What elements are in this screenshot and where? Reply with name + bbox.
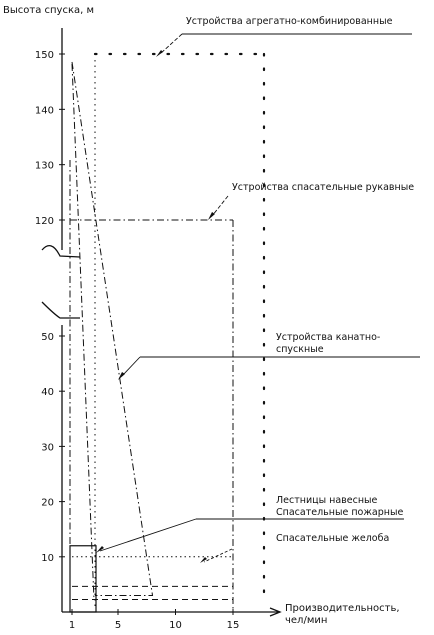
label-hose: Устройства спасательные рукавные xyxy=(232,182,414,193)
label-ladders: Лестницы навесные xyxy=(276,495,378,506)
x-tick-label: 10 xyxy=(169,620,182,631)
axes xyxy=(41,28,282,617)
annotations: Устройства агрегатно-комбинированные Уст… xyxy=(96,16,420,563)
y-tick-label: 40 xyxy=(41,387,54,398)
y-tick-label: 130 xyxy=(35,161,54,172)
leader-chutes-pointer xyxy=(203,548,233,563)
y-tick-label: 20 xyxy=(41,498,54,509)
axis-break-upper xyxy=(41,245,81,258)
x-tick-label: 1 xyxy=(69,620,75,631)
y-tick-label: 140 xyxy=(35,105,54,116)
x-axis-label-line1: Производительность, xyxy=(285,603,400,614)
y-tick-label: 30 xyxy=(41,442,54,453)
y-tick-label: 120 xyxy=(35,216,54,227)
label-fire: Спасательные пожарные xyxy=(276,507,403,518)
y-tick-label: 150 xyxy=(35,50,54,61)
x-axis-label-line2: чел/мин xyxy=(285,615,327,626)
label-rope-line2: спускные xyxy=(276,344,324,355)
label-rope-line1: Устройства канатно- xyxy=(276,332,380,343)
label-chutes: Спасательные желоба xyxy=(276,533,389,544)
y-axis-label: Высота спуска, м xyxy=(3,5,94,16)
label-aggregate: Устройства агрегатно-комбинированные xyxy=(186,16,393,27)
series-fire-rescue xyxy=(69,545,97,613)
leader-rope-pointer xyxy=(121,356,141,377)
leader-hose-pointer xyxy=(211,195,229,217)
leader-aggregate-pointer xyxy=(159,33,183,55)
y-tick-label: 50 xyxy=(41,332,54,343)
axis-break-lower xyxy=(41,301,80,319)
series-marks xyxy=(69,52,270,613)
y-tick-label: 10 xyxy=(41,553,54,564)
series-rope-inner xyxy=(71,63,95,601)
leader-fire-pointer xyxy=(99,518,197,552)
x-tick-label: 5 xyxy=(115,620,121,631)
series-rope-outline xyxy=(71,61,154,596)
x-tick-label: 15 xyxy=(227,620,240,631)
